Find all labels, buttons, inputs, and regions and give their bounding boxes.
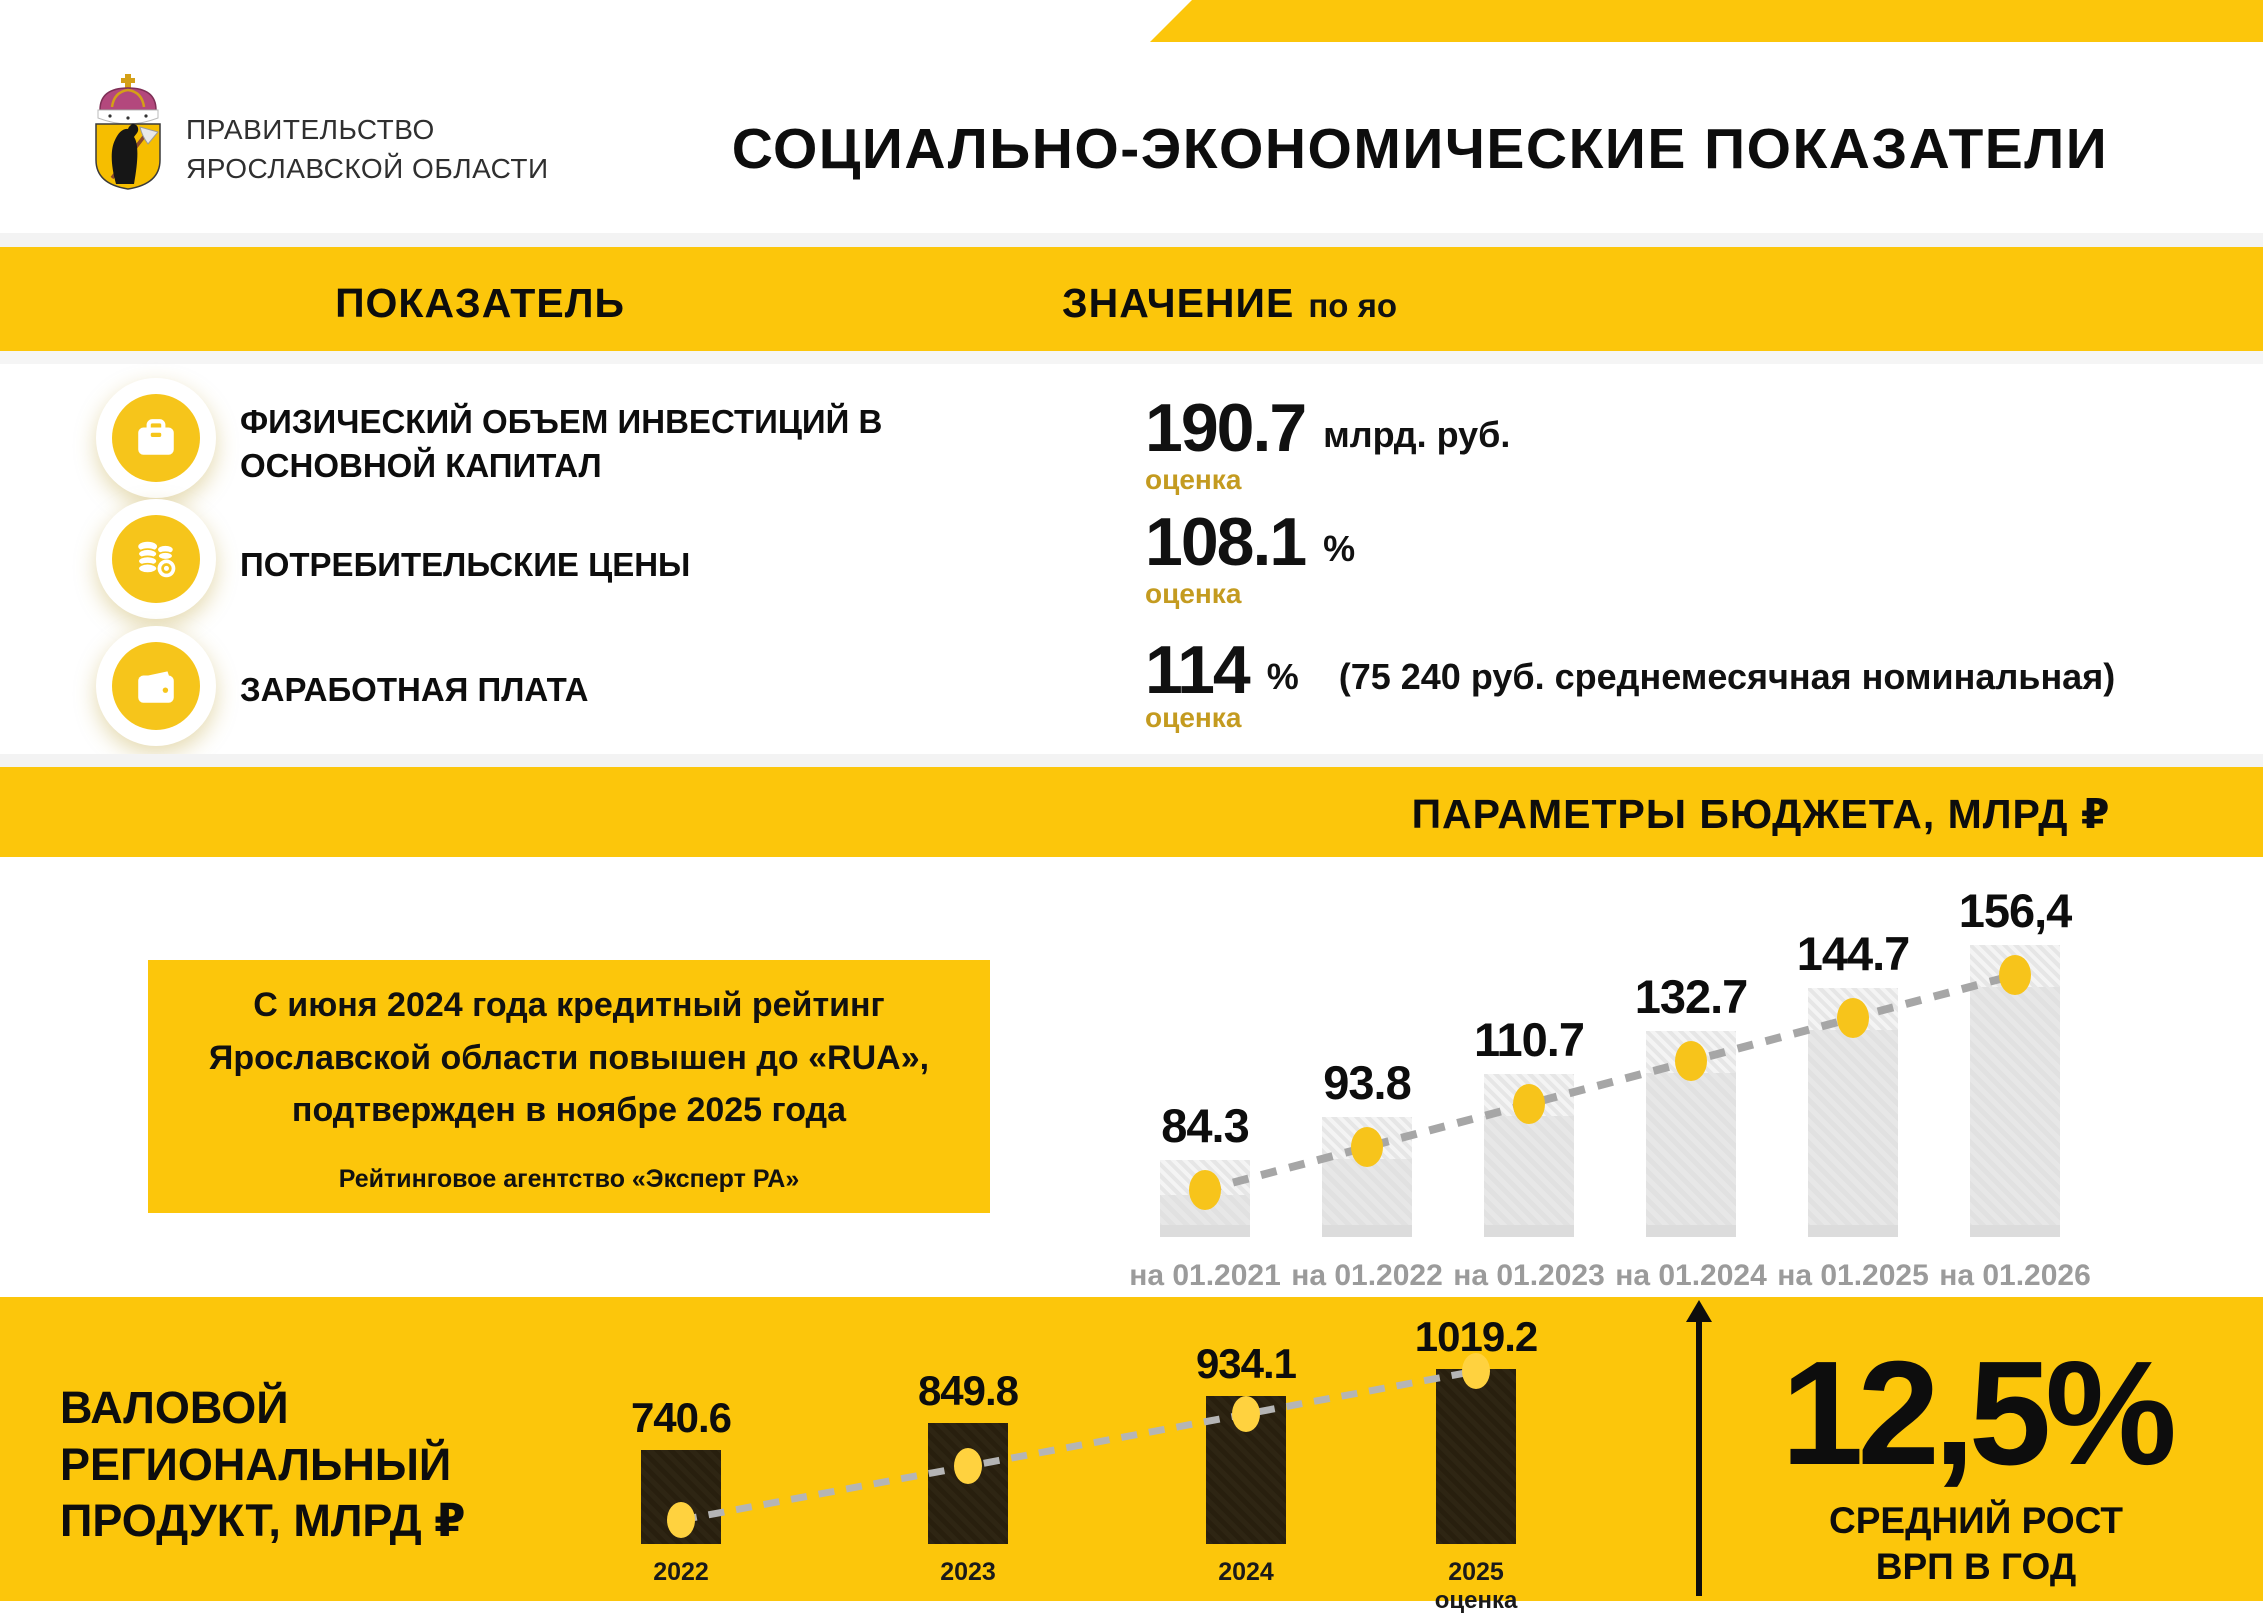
- indicator-icon-badge: [96, 499, 216, 619]
- grp-axis-label: 2022: [653, 1558, 709, 1586]
- indicator-label: ФИЗИЧЕСКИЙ ОБЪЕМ ИНВЕСТИЦИЙ В ОСНОВНОЙ К…: [240, 403, 883, 484]
- budget-data-point: [1675, 1041, 1707, 1081]
- indicator-icon-badge: [96, 378, 216, 498]
- budget-bar-value: 144.7: [1796, 927, 1911, 980]
- budget-axis-label: на 01.2024: [1615, 1259, 1767, 1292]
- indicator-value-row: 108.1 %: [1145, 508, 1355, 576]
- budget-data-point: [1351, 1127, 1383, 1167]
- grp-section-title: ВАЛОВОЙ РЕГИОНАЛЬНЫЙ ПРОДУКТ, МЛРД ₽: [60, 1382, 466, 1547]
- yaroslavl-coat-of-arms: [82, 72, 174, 190]
- budget-data-point: [1837, 998, 1869, 1038]
- budget-bar-value: 93.8: [1323, 1056, 1411, 1109]
- grp-bar-value: 740.6: [630, 1394, 732, 1441]
- grp-growth-value: 12,5%: [1781, 1331, 2177, 1496]
- column-header-value-main: ЗНАЧЕНИЕ: [1062, 280, 1295, 326]
- budget-bar-value: 84.3: [1161, 1099, 1249, 1152]
- budget-data-point: [1999, 955, 2031, 995]
- budget-band-title: ПАРАМЕТРЫ БЮДЖЕТА, МЛРД ₽: [1411, 791, 2111, 837]
- org-name-line2: ЯРОСЛАВСКОЙ ОБЛАСТИ: [186, 153, 549, 185]
- grp-axis-label: 2024: [1218, 1558, 1274, 1586]
- budget-axis-label: на 01.2023: [1453, 1259, 1605, 1292]
- budget-bar-value: 156,4: [1958, 884, 2073, 937]
- rating-line2: Ярославской области повышен до «RUA»,: [208, 1038, 930, 1077]
- grp-growth-label: СРЕДНИЙ РОСТ ВРП В ГОД: [1829, 1500, 2123, 1588]
- briefcase-icon: [112, 394, 200, 482]
- wallet-icon: [112, 642, 200, 730]
- indicator-icon-badge: [96, 626, 216, 746]
- indicator-note: оценка: [1145, 578, 1242, 609]
- org-name-line1: ПРАВИТЕЛЬСТВО: [186, 114, 435, 145]
- grp-trend-line: [680, 1367, 1477, 1524]
- coins-icon: [112, 515, 200, 603]
- indicator-unit: %: [1266, 656, 1299, 697]
- arrow-up-icon: [1686, 1300, 1712, 1322]
- credit-rating-box: С июня 2024 года кредитный рейтинг Яросл…: [148, 960, 990, 1213]
- org-name: ПРАВИТЕЛЬСТВО ЯРОСЛАВСКОЙ ОБЛАСТИ: [186, 110, 549, 188]
- budget-axis-label: на 01.2026: [1939, 1259, 2091, 1292]
- grp-bar-value: 1019.2: [1414, 1313, 1538, 1360]
- indicator-unit: %: [1323, 528, 1356, 569]
- grp-bar-value: 849.8: [917, 1367, 1019, 1414]
- indicator-note: оценка: [1145, 702, 1242, 733]
- grp-data-point: [954, 1448, 982, 1485]
- budget-bar-value: 132.7: [1634, 970, 1749, 1023]
- column-header-indicator: ПОКАЗАТЕЛЬ: [335, 280, 625, 326]
- grp-axis-label: 2023: [940, 1558, 996, 1586]
- indicator-value: 108.1: [1145, 504, 1307, 580]
- budget-data-point: [1513, 1084, 1545, 1124]
- indicator-unit: млрд. руб.: [1323, 414, 1511, 455]
- grp-section: [0, 1297, 2263, 1601]
- budget-bar-value: 110.7: [1473, 1013, 1585, 1066]
- grp-chart: 740.6 2022 849.8 2023 934.1 2024 1019.2 2025 оце…: [600, 1300, 1580, 1614]
- budget-axis-label: на 01.2021: [1129, 1259, 1281, 1292]
- top-right-accent-shape: [1150, 0, 2263, 42]
- budget-chart: 84.3 на 01.2021 93.8 на 01.2022 110.7 на 01.2…: [1120, 860, 2140, 1292]
- grp-data-point: [667, 1502, 695, 1538]
- texture-strip: [0, 754, 2263, 767]
- budget-axis-label: на 01.2025: [1777, 1259, 1929, 1292]
- indicator-label: ЗАРАБОТНАЯ ПЛАТА: [240, 671, 589, 708]
- indicator-value: 114: [1145, 632, 1251, 708]
- rating-line3: подтвержден в ноябре 2025 года: [291, 1091, 847, 1130]
- indicator-label: ПОТРЕБИТЕЛЬСКИЕ ЦЕНЫ: [240, 546, 691, 583]
- page-title: СОЦИАЛЬНО-ЭКОНОМИЧЕСКИЕ ПОКАЗАТЕЛИ: [731, 117, 2109, 181]
- budget-data-point: [1189, 1170, 1221, 1210]
- column-header-value-suffix: по яо: [1308, 287, 1398, 324]
- rating-line1: С июня 2024 года кредитный рейтинг: [253, 985, 885, 1024]
- indicator-extra: (75 240 руб. среднемесячная номинальная): [1338, 656, 2116, 697]
- texture-strip: [0, 233, 2263, 247]
- growth-arrow: [1686, 1300, 1712, 1596]
- budget-axis-label: на 01.2022: [1291, 1259, 1443, 1292]
- budget-trend-line: [1203, 971, 2017, 1194]
- budget-band: [0, 767, 2263, 857]
- texture-strip: [0, 351, 2263, 364]
- grp-bar-value: 934.1: [1195, 1340, 1297, 1387]
- table-header-band: [0, 247, 2263, 351]
- grp-data-point: [1462, 1353, 1490, 1389]
- grp-bar: [1436, 1369, 1516, 1544]
- grp-data-point: [1232, 1396, 1260, 1433]
- column-header-value: ЗНАЧЕНИЕ по яо: [1062, 280, 1397, 327]
- rating-source: Рейтинговое агентство «Эксперт РА»: [338, 1165, 800, 1194]
- indicator-note: оценка: [1145, 464, 1242, 495]
- indicator-value-row: 114 % (75 240 руб. среднемесячная номина…: [1145, 636, 2115, 704]
- indicator-value-row: 190.7 млрд. руб.: [1145, 394, 1510, 462]
- indicator-value: 190.7: [1145, 390, 1307, 466]
